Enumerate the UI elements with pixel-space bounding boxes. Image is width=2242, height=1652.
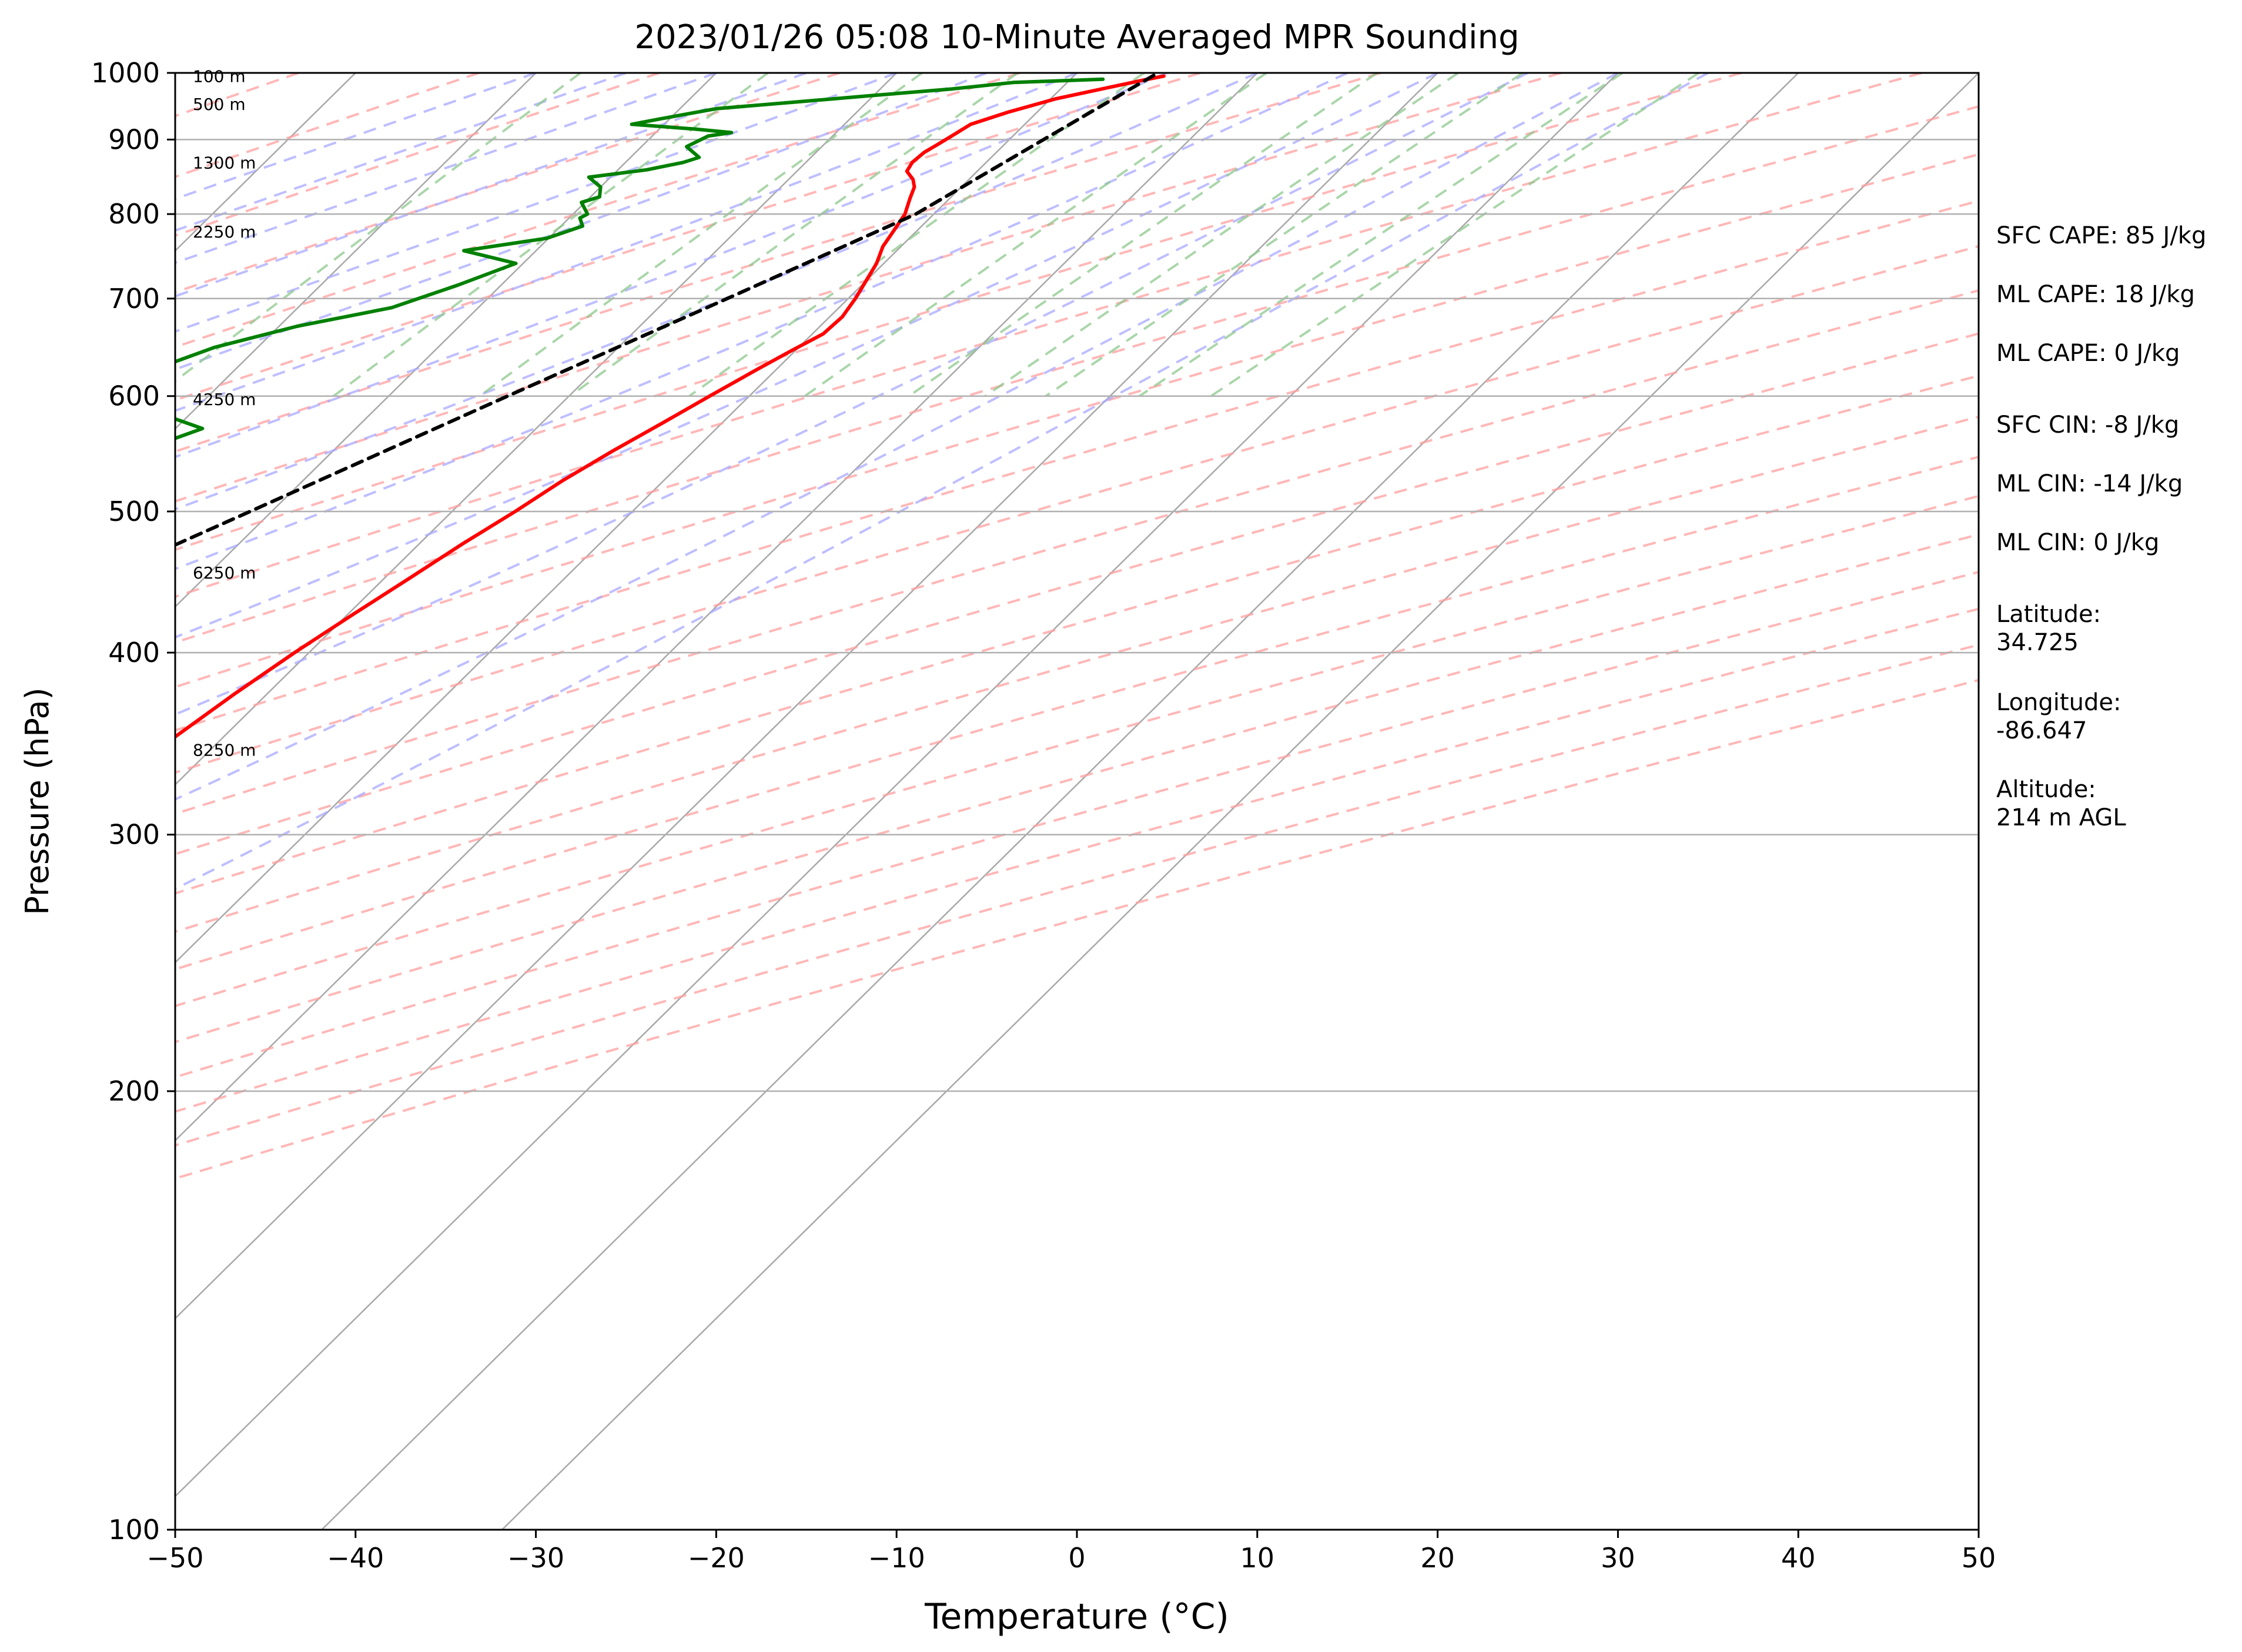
x-tick-label: −10 [868, 1542, 925, 1574]
height-label: 2250 m [193, 222, 256, 242]
height-labels: 8250 m 6250 m 4250 m 2250 m 1300 m 500 m 100 m [193, 66, 256, 760]
dry-adiabat-line [175, 73, 1020, 349]
y-tick-label: 100 [108, 1514, 160, 1546]
y-tick-label: 900 [108, 123, 160, 155]
dry-adiabat-line [175, 73, 1922, 598]
y-tick-label: 1000 [91, 57, 160, 89]
sounding-traces [175, 73, 1166, 739]
isotherm-line [175, 73, 898, 786]
isotherm-line [175, 73, 717, 608]
mixing-ratio-line [984, 73, 1459, 397]
ml-cape-text-2: ML CAPE: 0 J/kg [1996, 340, 2180, 367]
x-tick-label: 20 [1420, 1542, 1455, 1574]
dewpoint-trace [175, 77, 1105, 440]
x-tick-label: 40 [1781, 1542, 1816, 1574]
height-label: 100 m [193, 66, 246, 86]
chart-title: 2023/01/26 05:08 10-Minute Averaged MPR … [634, 18, 1519, 56]
moist-adiabat-line [175, 73, 1619, 801]
height-label: 4250 m [193, 390, 256, 409]
isotherm-line [175, 73, 1258, 1142]
height-label: 6250 m [193, 563, 256, 583]
dry-adiabat-line [175, 533, 1979, 1044]
moist-adiabat-line [175, 73, 807, 298]
x-tick-label: −30 [507, 1542, 564, 1574]
isotherm-line [175, 73, 537, 430]
height-label: 1300 m [193, 153, 256, 172]
ml-cin-text: ML CIN: -14 J/kg [1996, 470, 2183, 497]
x-tick-label: −50 [146, 1542, 203, 1574]
moist-adiabat-line [175, 73, 897, 333]
ml-cape-text: ML CAPE: 18 J/kg [1996, 281, 2195, 308]
x-tick-label: 0 [1068, 1542, 1085, 1574]
temperature-trace [175, 74, 1166, 739]
sfc-cin-text: SFC CIN: -8 J/kg [1996, 412, 2179, 439]
y-tick-label: 300 [108, 819, 160, 851]
parcel-profile-trace [175, 73, 1156, 547]
longitude-label: Longitude: [1996, 689, 2121, 716]
isotherm-line [175, 73, 1078, 964]
latitude-value: 34.725 [1996, 629, 2079, 656]
pressure-gridlines [175, 73, 1979, 1530]
isotherm-line [321, 73, 1799, 1530]
dry-adiabat-line [175, 73, 1742, 551]
x-tick-label: −20 [688, 1542, 745, 1574]
altitude-value: 214 m AGL [1996, 804, 2126, 831]
x-tick-label: 10 [1240, 1542, 1275, 1574]
dry-adiabat-line [175, 105, 1979, 644]
height-label: 500 m [193, 95, 246, 114]
isotherm-line [175, 73, 1438, 1320]
y-axis: 1000 900 800 700 600 500 400 300 200 100 [91, 57, 175, 1546]
moist-adiabat-line [175, 73, 1438, 639]
isotherm-line [175, 73, 1619, 1498]
annotations-panel: SFC CAPE: 85 J/kg ML CAPE: 18 J/kg ML CA… [1996, 222, 2206, 831]
dry-adiabat-line [175, 494, 1979, 1008]
x-tick-label: 30 [1601, 1542, 1635, 1574]
y-tick-label: 800 [108, 198, 160, 230]
y-tick-label: 400 [108, 637, 160, 668]
mixing-ratio-line [908, 73, 1378, 397]
longitude-value: -86.647 [1996, 717, 2087, 744]
dry-adiabat-line [175, 73, 1562, 503]
x-axis-label: Temperature (°C) [924, 1596, 1229, 1637]
latitude-label: Latitude: [1996, 601, 2101, 628]
dry-adiabat-line [175, 374, 1979, 895]
y-axis-label: Pressure (hPa) [19, 687, 56, 915]
moist-adiabat-line [175, 73, 1709, 891]
dry-adiabat-line [175, 607, 1979, 1113]
moist-adiabat-line [175, 73, 1528, 716]
dry-adiabat-line [175, 643, 1979, 1147]
moist-adiabat-line [175, 73, 1168, 459]
x-tick-label: 50 [1962, 1542, 1996, 1574]
dry-adiabat-line [175, 73, 660, 237]
dry-adiabat-line [175, 153, 1979, 688]
y-tick-label: 500 [108, 496, 160, 527]
dry-adiabat-line [175, 332, 1979, 855]
height-label: 8250 m [193, 741, 256, 760]
y-tick-label: 200 [108, 1075, 160, 1107]
x-axis: −50 −40 −30 −20 −10 0 10 20 30 40 50 [146, 1530, 1996, 1574]
dry-adiabat-line [175, 199, 1979, 732]
y-tick-label: 700 [108, 283, 160, 315]
dry-adiabat-line [175, 73, 480, 178]
mixing-ratio-line [804, 73, 1267, 397]
sfc-cape-text: SFC CAPE: 85 J/kg [1996, 222, 2206, 249]
moist-adiabat-line [175, 73, 1258, 511]
altitude-label: Altitude: [1996, 776, 2096, 803]
isotherm-line [501, 73, 1979, 1530]
ml-cin-text-2: ML CIN: 0 J/kg [1996, 529, 2159, 556]
y-tick-label: 600 [108, 380, 160, 412]
dry-adiabat-line [175, 73, 1201, 402]
x-tick-label: −40 [327, 1542, 384, 1574]
moist-adiabat-line [175, 73, 1078, 412]
